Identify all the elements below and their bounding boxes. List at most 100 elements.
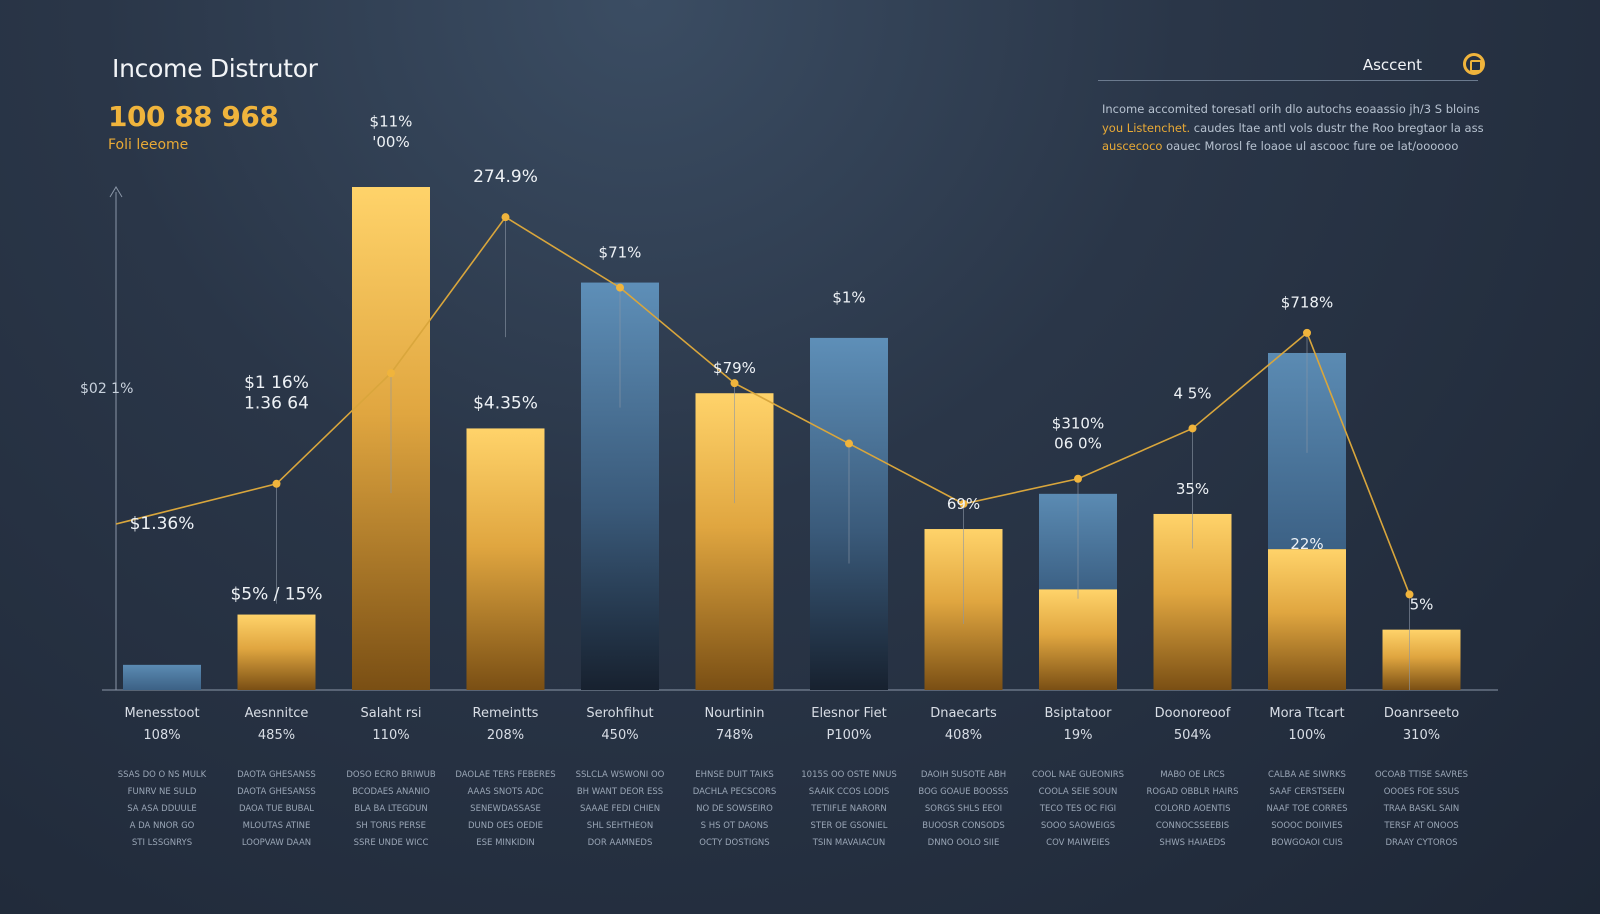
total-income-value: 100 88 968 bbox=[108, 100, 279, 133]
data-label-10: $1% bbox=[832, 289, 865, 307]
category-note-4-3: SHL SEHTHEON bbox=[587, 821, 653, 831]
tick-label-6: Elesnor Fiet bbox=[811, 706, 887, 721]
category-note-1-0: DAOTA GHESANSS bbox=[237, 770, 316, 780]
category-note-9-0: MABO OE LRCS bbox=[1160, 770, 1225, 780]
category-note-5-3: S HS OT DAONS bbox=[701, 821, 769, 831]
description-line-1: Income accomited toresatl orih dlo autoc… bbox=[1102, 102, 1480, 116]
category-note-10-0: CALBA AE SIWRKS bbox=[1268, 770, 1346, 780]
bar-10 bbox=[1268, 549, 1346, 690]
category-note-3-2: SENEWDASSASE bbox=[470, 804, 541, 814]
category-note-9-3: CONNOCSSEEBIS bbox=[1156, 821, 1229, 831]
tick-label-8: Bsiptatoor bbox=[1045, 706, 1113, 721]
category-note-6-0: 1015S OO OSTE NNUS bbox=[801, 770, 897, 780]
category-note-4-4: DOR AAMNEDS bbox=[588, 838, 653, 848]
category-value-0: 108% bbox=[143, 728, 180, 743]
chart-categories: Menesstoot 108% SSAS DO O NS MULK FUNRV NE … bbox=[118, 706, 1468, 848]
category-note-1-3: MLOUTAS ATINE bbox=[243, 821, 311, 831]
chart-axes: $02 1% bbox=[80, 186, 1498, 691]
category-value-11: 310% bbox=[1403, 728, 1440, 743]
data-label-17: 22% bbox=[1290, 535, 1323, 553]
category-note-11-0: OCOAB TTISE SAVRES bbox=[1375, 770, 1468, 780]
tick-label-2: Salaht rsi bbox=[361, 706, 422, 721]
data-label-15: 35% bbox=[1176, 480, 1209, 498]
category-note-7-3: BUOOSR CONSODS bbox=[922, 821, 1004, 831]
data-label-2: $1 16% bbox=[244, 373, 309, 393]
category-note-1-4: LOOPVAW DAAN bbox=[242, 838, 311, 848]
data-label-16: $718% bbox=[1281, 294, 1333, 312]
category-value-3: 208% bbox=[487, 728, 524, 743]
category-note-11-3: TERSF AT ONOOS bbox=[1383, 821, 1458, 831]
tick-label-9: Doonoreoof bbox=[1155, 706, 1231, 721]
trend-point-8 bbox=[1074, 474, 1082, 483]
category-note-4-0: SSLCLA WSWONI OO bbox=[576, 770, 665, 780]
category-note-6-2: TETIIFLE NARORN bbox=[810, 804, 887, 814]
chart-data-labels: $1.36% $5% / 15% $1 16%1.36 64 $11% '00% 274.… bbox=[130, 113, 1434, 614]
category-note-7-1: BOG GOAUE BOOSSS bbox=[918, 787, 1008, 797]
data-label-5: '00% bbox=[372, 133, 409, 151]
tick-label-1: Aesnnitce bbox=[245, 706, 309, 721]
trend-point-2 bbox=[387, 369, 395, 378]
description-highlight-2: auscecoco bbox=[1102, 139, 1163, 153]
bar-1 bbox=[237, 614, 316, 690]
category-value-1: 485% bbox=[258, 728, 295, 743]
category-note-5-2: NO DE SOWSEIRO bbox=[696, 804, 773, 814]
category-value-4: 450% bbox=[601, 728, 638, 743]
tick-label-5: Nourtinin bbox=[704, 706, 764, 721]
data-label-6: 274.9% bbox=[473, 167, 538, 187]
description-text: Income accomited toresatl orih dlo autoc… bbox=[1102, 100, 1492, 156]
category-note-9-2: COLORD AOENTIS bbox=[1154, 804, 1230, 814]
trend-point-10 bbox=[1303, 328, 1311, 337]
category-note-8-4: COV MAIWEIES bbox=[1046, 838, 1110, 848]
data-label-9: $79% bbox=[713, 359, 756, 377]
data-label-13: 06 0% bbox=[1054, 435, 1102, 453]
description-line-3: auscecoco oauec Morosl fe loaoe ul ascoo… bbox=[1102, 137, 1492, 156]
category-note-9-1: ROGAD OBBLR HAIRS bbox=[1147, 787, 1239, 797]
tick-label-3: Remeintts bbox=[473, 706, 539, 721]
category-note-0-4: STI LSSGNRYS bbox=[132, 838, 192, 848]
category-note-1-1: DAOTA GHESANSS bbox=[237, 787, 316, 797]
data-label-12: $310% bbox=[1052, 414, 1104, 432]
category-note-7-0: DAOIH SUSOTE ABH bbox=[921, 770, 1006, 780]
data-label-0: $1.36% bbox=[130, 514, 195, 534]
trend-point-1 bbox=[272, 479, 281, 488]
account-button[interactable]: Asccent bbox=[1362, 56, 1422, 74]
category-note-0-3: A DA NNOR GO bbox=[130, 821, 195, 831]
category-note-8-3: SOOO SAOWEIGS bbox=[1041, 821, 1115, 831]
category-note-8-0: COOL NAE GUEONIRS bbox=[1032, 770, 1124, 780]
trend-line bbox=[115, 216, 1411, 595]
category-value-10: 100% bbox=[1288, 728, 1325, 743]
category-note-2-3: SH TORIS PERSE bbox=[356, 821, 426, 831]
category-note-4-1: BH WANT DEOR ESS bbox=[577, 787, 663, 797]
category-note-2-1: BCODAES ANANIO bbox=[352, 787, 430, 797]
category-note-10-2: NAAF TOE CORRES bbox=[1267, 804, 1348, 814]
total-income-label: Foli leeome bbox=[108, 137, 189, 153]
category-note-7-4: DNNO OOLO SIIE bbox=[928, 838, 1000, 848]
y-axis-side-label: $02 1% bbox=[80, 381, 133, 397]
trend-point-11 bbox=[1405, 590, 1414, 599]
category-note-2-0: DOSO ECRO BRIWUB bbox=[346, 770, 435, 780]
account-circle-icon[interactable] bbox=[1463, 53, 1485, 75]
trend-point-5 bbox=[730, 379, 739, 388]
category-note-2-2: BLA BA LTEGDUN bbox=[354, 804, 427, 814]
category-note-0-2: SA ASA DDUULE bbox=[127, 804, 197, 814]
category-note-8-2: TECO TES OC FIGI bbox=[1039, 804, 1116, 814]
category-note-3-4: ESE MINKIDIN bbox=[476, 838, 535, 848]
category-note-2-4: SSRE UNDE WICC bbox=[354, 838, 429, 848]
category-note-4-2: SAAAE FEDI CHIEN bbox=[580, 804, 660, 814]
description-line-3-text: oauec Morosl fe loaoe ul ascooc fure oe … bbox=[1166, 139, 1459, 153]
trend-point-3 bbox=[501, 213, 510, 222]
category-note-9-4: SHWS HAIAEDS bbox=[1159, 838, 1225, 848]
trend-point-7 bbox=[959, 499, 968, 508]
category-note-11-4: DRAAY CYTOROS bbox=[1385, 838, 1457, 848]
tick-label-11: Doanrseeto bbox=[1384, 706, 1459, 721]
header-divider bbox=[1098, 80, 1478, 81]
category-note-3-1: AAAS SNOTS ADC bbox=[467, 787, 543, 797]
data-label-4: $11% bbox=[370, 113, 413, 131]
tick-label-4: Serohfihut bbox=[586, 706, 653, 721]
category-value-6: P100% bbox=[826, 728, 871, 743]
category-note-10-1: SAAF CERSTSEEN bbox=[1269, 787, 1344, 797]
category-note-11-1: OOOES FOE SSUS bbox=[1384, 787, 1460, 797]
data-label-7: $4.35% bbox=[473, 393, 538, 413]
category-note-3-0: DAOLAE TERS FEBERES bbox=[455, 770, 555, 780]
